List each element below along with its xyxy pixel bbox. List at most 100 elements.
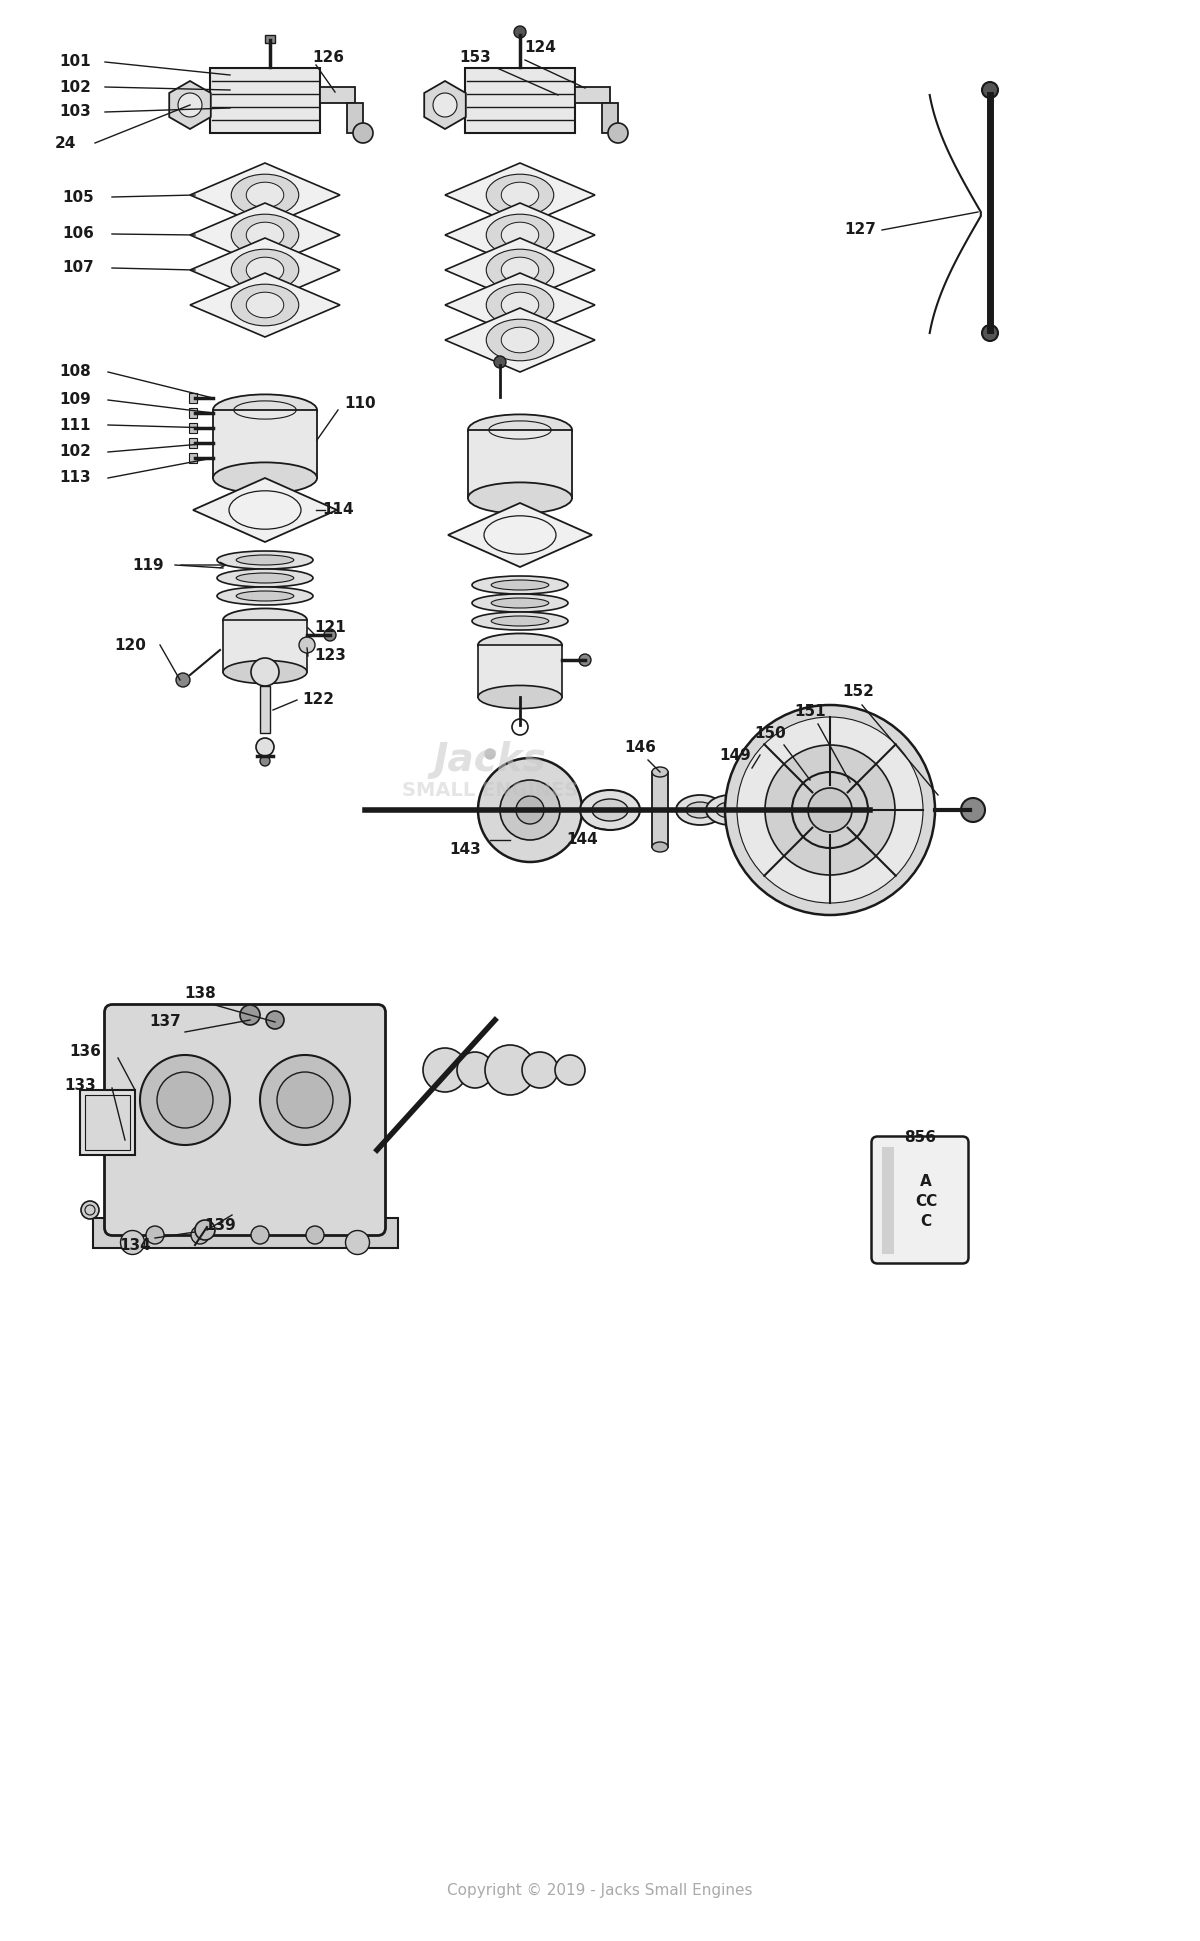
Text: 24: 24 [54,136,76,151]
Bar [320,87,355,103]
Circle shape [256,738,274,755]
Circle shape [737,716,923,903]
Polygon shape [445,204,595,268]
Text: 134: 134 [119,1238,151,1252]
Text: 101: 101 [59,54,91,70]
Circle shape [982,82,998,97]
Text: 111: 111 [59,417,91,433]
Ellipse shape [486,318,553,361]
Text: 151: 151 [794,705,826,720]
Circle shape [120,1231,144,1254]
Bar [466,68,575,132]
Circle shape [522,1052,558,1089]
Text: CC: CC [914,1194,937,1209]
Ellipse shape [232,248,299,291]
Text: 138: 138 [184,986,216,1002]
Polygon shape [445,239,595,303]
Circle shape [251,1227,269,1244]
Bar [602,103,618,134]
Polygon shape [190,204,340,268]
Ellipse shape [676,796,724,825]
Circle shape [961,798,985,821]
Text: 150: 150 [754,726,786,741]
Bar [882,1147,894,1254]
Bar [85,1095,130,1149]
Ellipse shape [468,483,572,514]
Polygon shape [190,163,340,227]
Text: 113: 113 [59,470,91,485]
Text: 123: 123 [314,648,346,664]
Text: 144: 144 [566,833,598,848]
Text: 122: 122 [302,693,334,708]
Polygon shape [169,82,211,128]
Ellipse shape [502,182,539,208]
Text: Copyright © 2019 - Jacks Small Engines: Copyright © 2019 - Jacks Small Engines [448,1883,752,1898]
Text: 121: 121 [314,621,346,635]
Ellipse shape [236,573,294,582]
Circle shape [766,745,895,875]
Ellipse shape [486,175,553,215]
Text: 149: 149 [719,747,751,763]
Circle shape [608,122,628,144]
Ellipse shape [491,598,548,608]
Text: 102: 102 [59,444,91,460]
Text: 110: 110 [344,396,376,411]
Circle shape [82,1201,98,1219]
Text: 133: 133 [64,1077,96,1093]
Circle shape [725,705,935,914]
Ellipse shape [502,258,539,283]
Ellipse shape [502,293,539,318]
Text: 856: 856 [904,1130,936,1145]
Circle shape [178,93,202,116]
Circle shape [792,773,868,848]
Ellipse shape [223,608,307,631]
Circle shape [808,788,852,833]
Polygon shape [190,239,340,303]
Circle shape [251,658,278,685]
Circle shape [478,759,582,862]
Circle shape [500,780,560,840]
Circle shape [266,1011,284,1029]
Text: SMALL ENGINES: SMALL ENGINES [402,780,578,800]
Bar [190,408,197,417]
Text: 114: 114 [322,503,354,518]
Text: 137: 137 [149,1015,181,1029]
FancyBboxPatch shape [871,1137,968,1264]
Text: 119: 119 [132,557,164,573]
Text: 103: 103 [59,105,91,120]
Polygon shape [445,163,595,227]
Text: 136: 136 [70,1044,101,1060]
Ellipse shape [217,586,313,606]
Circle shape [457,1052,493,1089]
Circle shape [157,1071,214,1128]
Ellipse shape [246,258,283,283]
Text: 124: 124 [524,41,556,56]
Ellipse shape [502,221,539,248]
Ellipse shape [232,214,299,256]
Text: A: A [920,1174,932,1190]
FancyBboxPatch shape [104,1005,385,1236]
Polygon shape [190,274,340,338]
Ellipse shape [246,221,283,248]
Bar [347,103,364,134]
Ellipse shape [491,615,548,627]
Circle shape [194,1221,215,1240]
Circle shape [140,1056,230,1145]
Bar [80,1091,134,1155]
Circle shape [277,1071,334,1128]
Ellipse shape [236,590,294,602]
Text: 126: 126 [312,50,344,66]
Bar [265,35,275,43]
Circle shape [260,755,270,767]
Text: 146: 146 [624,741,656,755]
Text: 108: 108 [59,365,91,380]
Text: 127: 127 [844,223,876,237]
Bar [190,392,197,404]
Ellipse shape [246,293,283,318]
Circle shape [820,800,840,819]
Text: 102: 102 [59,80,91,95]
Circle shape [485,1044,535,1095]
Ellipse shape [478,685,562,708]
Circle shape [424,1048,467,1093]
Bar [210,68,320,132]
